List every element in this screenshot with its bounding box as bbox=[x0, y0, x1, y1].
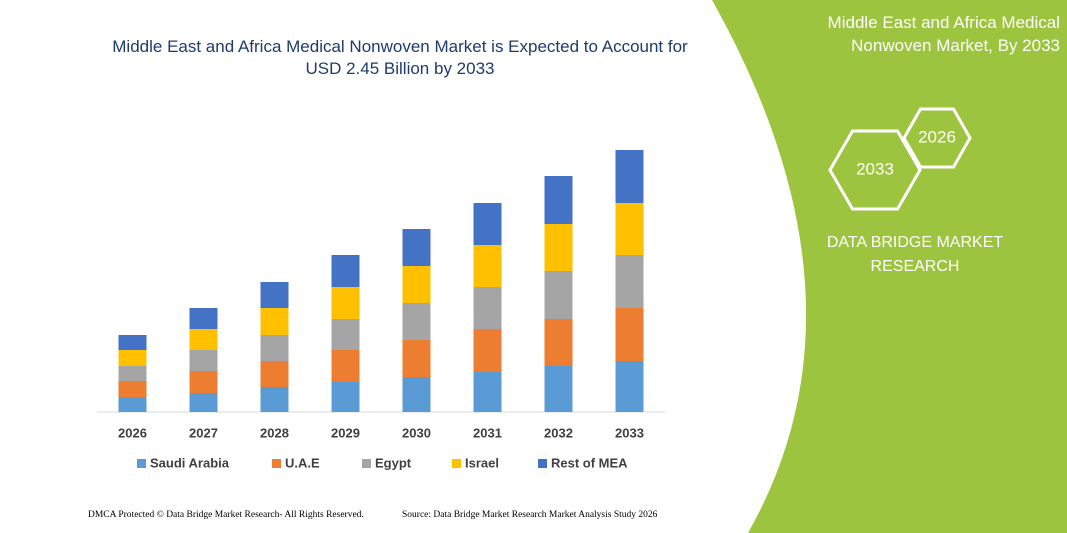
bar-segment bbox=[402, 229, 431, 266]
bar-segment bbox=[260, 308, 289, 335]
bar-segment bbox=[402, 303, 431, 340]
legend-label: Egypt bbox=[375, 455, 412, 470]
bar-segment bbox=[615, 255, 644, 308]
bar-segment bbox=[189, 371, 218, 393]
bar-segment bbox=[118, 350, 147, 366]
legend-label: Saudi Arabia bbox=[150, 455, 230, 470]
bar-segment bbox=[331, 319, 360, 350]
bar-segment bbox=[260, 335, 289, 361]
footer-text: Source: Data Bridge Market Research Mark… bbox=[402, 510, 658, 520]
chart-title: Middle East and Africa Medical Nonwoven … bbox=[112, 37, 688, 78]
hexagon bbox=[902, 107, 972, 169]
bar-segment bbox=[615, 308, 644, 361]
legend-swatch bbox=[137, 459, 146, 468]
bar-segment bbox=[118, 366, 147, 381]
bar-segment bbox=[473, 287, 502, 329]
legend-swatch bbox=[272, 459, 281, 468]
legend-label: Israel bbox=[465, 455, 499, 470]
x-tick-label: 2026 bbox=[118, 425, 147, 440]
bar-segment bbox=[331, 350, 360, 382]
bar-segment bbox=[402, 340, 431, 377]
bar-segment bbox=[118, 381, 147, 397]
bar-segment bbox=[402, 266, 431, 303]
panel-title: Middle East and Africa Medical Nonwoven … bbox=[827, 13, 1060, 55]
bar-segment bbox=[331, 255, 360, 287]
brand: DATA BRIDGE MARKET RESEARCH bbox=[826, 234, 1004, 275]
bar-segment bbox=[331, 287, 360, 319]
hex-label: 2026 bbox=[918, 127, 956, 146]
bar-segment bbox=[615, 203, 644, 255]
bar-segment bbox=[615, 361, 644, 412]
hex-label: 2033 bbox=[856, 159, 894, 178]
legend-swatch bbox=[452, 459, 461, 468]
bar-segment bbox=[473, 329, 502, 372]
bar-segment bbox=[473, 245, 502, 287]
bar-segment bbox=[118, 397, 147, 412]
legend-label: Rest of MEA bbox=[551, 455, 628, 470]
x-tick-label: 2027 bbox=[189, 425, 218, 440]
bar-segment bbox=[544, 319, 573, 366]
x-tick-label: 2028 bbox=[260, 425, 289, 440]
bar-segment bbox=[473, 372, 502, 412]
bar-segment bbox=[615, 150, 644, 203]
x-tick-label: 2029 bbox=[331, 425, 360, 440]
legend-label: U.A.E bbox=[285, 455, 320, 470]
bar-segment bbox=[189, 393, 218, 412]
hexagon bbox=[828, 129, 922, 211]
bar-segment bbox=[473, 203, 502, 245]
bar-segment bbox=[402, 377, 431, 412]
x-tick-label: 2033 bbox=[615, 425, 644, 440]
bar-segment bbox=[260, 361, 289, 387]
bar-segment bbox=[260, 282, 289, 308]
bar-segment bbox=[544, 176, 573, 224]
x-tick-label: 2032 bbox=[544, 425, 573, 440]
bar-segment bbox=[544, 271, 573, 319]
bar-segment bbox=[544, 366, 573, 412]
bar-segment bbox=[260, 387, 289, 412]
x-tick-label: 2031 bbox=[473, 425, 502, 440]
legend-swatch bbox=[538, 459, 547, 468]
bar-segment bbox=[189, 308, 218, 329]
side-panel bbox=[712, 0, 1067, 533]
bar-segment bbox=[189, 329, 218, 350]
footer-text: DMCA Protected © Data Bridge Market Rese… bbox=[88, 509, 364, 520]
bar-segment bbox=[118, 335, 147, 350]
x-tick-label: 2030 bbox=[402, 425, 431, 440]
bar-segment bbox=[189, 350, 218, 371]
bar-segment bbox=[544, 224, 573, 271]
legend-swatch bbox=[362, 459, 371, 468]
bar-segment bbox=[331, 382, 360, 412]
